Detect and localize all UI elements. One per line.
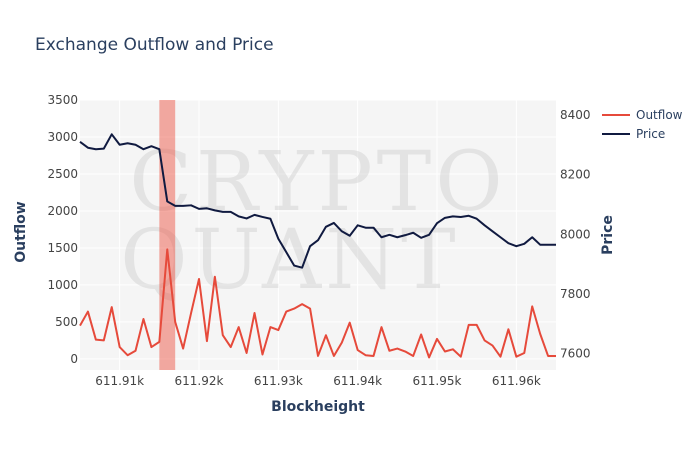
x-tick-label: 611.94k — [333, 374, 382, 388]
legend-outflow-label: Outflow — [636, 108, 683, 122]
series-line-outflow — [79, 248, 556, 359]
y-left-tick-label: 1000 — [47, 278, 78, 292]
y-left-tick-label: 3000 — [47, 130, 78, 144]
y-left-axis-title: Outflow — [13, 201, 29, 263]
highlight-band-group — [159, 100, 176, 370]
x-tick-label: 611.96k — [492, 374, 541, 388]
y-right-axis-ticks: 7600 7800 8000 8200 8400 — [560, 108, 591, 361]
y-right-tick-label: 7600 — [560, 347, 591, 361]
x-tick-label: 611.95k — [413, 374, 462, 388]
x-tick-label: 611.93k — [254, 374, 303, 388]
y-left-tick-label: 1500 — [47, 241, 78, 255]
watermark-line-2: QUANT — [120, 213, 459, 308]
x-tick-label: 611.91k — [95, 374, 144, 388]
y-right-tick-label: 8400 — [560, 108, 591, 122]
watermark-line-1: CRYPTO — [129, 135, 506, 230]
series-group — [79, 133, 556, 359]
y-left-tick-label: 0 — [70, 352, 78, 366]
x-tick-label: 611.92k — [175, 374, 224, 388]
y-left-tick-label: 3500 — [47, 93, 78, 107]
y-right-tick-label: 8200 — [560, 168, 591, 182]
x-axis-ticks: 611.91k 611.92k 611.93k 611.94k 611.95k 611.9… — [95, 374, 541, 388]
y-left-axis-ticks: 0 500 1000 1500 2000 2500 3000 3500 — [47, 93, 78, 366]
y-left-tick-label: 2500 — [47, 167, 78, 181]
y-right-axis-title: Price — [600, 215, 616, 255]
watermark: CRYPTO QUANT — [120, 135, 506, 308]
y-left-tick-label: 2000 — [47, 204, 78, 218]
highlight-band — [159, 100, 176, 370]
series-line-price — [79, 133, 556, 269]
legend: Outflow Price — [602, 108, 683, 141]
legend-price-label: Price — [636, 127, 665, 141]
y-right-tick-label: 8000 — [560, 227, 591, 241]
chart-title: Exchange Outflow and Price — [35, 35, 274, 55]
y-right-tick-label: 7800 — [560, 287, 591, 301]
x-axis-title: Blockheight — [271, 399, 365, 415]
y-left-tick-label: 500 — [55, 315, 78, 329]
